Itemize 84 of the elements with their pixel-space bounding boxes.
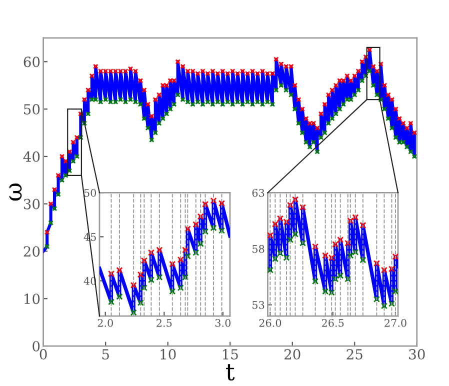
x-tick-label: 20 <box>284 349 300 360</box>
x-tick-label: 30 <box>409 349 425 360</box>
x-tick-label: 26.5 <box>322 318 344 327</box>
x-tick-label: 3.0 <box>215 318 231 327</box>
point <box>268 266 274 274</box>
point <box>182 274 189 281</box>
point <box>392 253 398 260</box>
point <box>272 256 279 262</box>
point <box>184 252 191 260</box>
point <box>108 298 115 306</box>
point <box>360 222 366 229</box>
x-tick-label: 26.0 <box>259 318 282 327</box>
x-tick-label: 10 <box>160 349 176 360</box>
x-axis-title: t <box>226 364 235 381</box>
point <box>148 249 155 256</box>
point <box>182 246 189 254</box>
point <box>202 228 209 235</box>
x-tick-label: 25 <box>346 349 362 360</box>
x-tick-label: 2.5 <box>156 318 172 327</box>
point <box>312 243 319 250</box>
y-tick-label: 63 <box>252 188 264 197</box>
y-tick-label: 53 <box>252 301 264 309</box>
point <box>169 288 176 295</box>
point <box>344 276 352 282</box>
x-tick-label: 15 <box>222 349 238 360</box>
point <box>283 254 290 262</box>
point <box>197 213 204 220</box>
point <box>156 274 163 281</box>
point <box>140 284 148 292</box>
point <box>177 284 184 292</box>
point <box>373 296 380 302</box>
point <box>116 293 123 300</box>
point <box>283 218 290 226</box>
y-tick-label: 30 <box>24 198 40 210</box>
point <box>137 271 144 278</box>
x-tick-label: 27.0 <box>384 318 406 327</box>
point <box>184 226 191 232</box>
point <box>360 256 366 264</box>
point <box>130 309 137 316</box>
y-tick-label: 40 <box>23 151 40 162</box>
point <box>218 200 226 207</box>
point <box>286 236 294 244</box>
point <box>299 204 306 211</box>
point <box>130 282 137 288</box>
y-tick-label: 10 <box>24 294 40 304</box>
point <box>332 240 339 248</box>
point <box>218 227 226 234</box>
point <box>116 266 123 274</box>
x-tick-label: 2.0 <box>98 318 113 327</box>
point <box>392 288 398 295</box>
point <box>272 220 279 228</box>
y-tick-label: 50 <box>24 104 40 115</box>
point <box>140 257 148 264</box>
point <box>210 197 217 204</box>
point <box>286 202 294 208</box>
point <box>337 236 344 244</box>
point <box>276 250 284 257</box>
point <box>148 276 155 284</box>
point <box>169 260 176 268</box>
x-tick-label: 5 <box>102 349 109 360</box>
point <box>344 240 352 246</box>
point <box>312 278 319 285</box>
point <box>373 260 380 267</box>
point <box>192 249 200 256</box>
y-tick-label: 0 <box>32 340 40 352</box>
y-axis-title: ω <box>9 184 22 201</box>
point <box>156 246 163 254</box>
point <box>292 230 299 238</box>
y-tick-label: 50 <box>84 188 96 197</box>
point <box>210 224 217 232</box>
point <box>268 232 274 239</box>
y-tick-label: 58 <box>252 244 264 253</box>
point <box>276 215 284 222</box>
point <box>202 200 209 208</box>
point <box>299 240 306 246</box>
point <box>137 300 144 306</box>
point <box>192 221 200 228</box>
y-tick-label: 60 <box>24 56 40 68</box>
point <box>197 240 204 248</box>
x-tick-label: 0 <box>40 349 47 360</box>
point <box>292 196 299 203</box>
point <box>177 256 184 263</box>
y-tick-label: 20 <box>24 246 40 257</box>
point <box>108 270 115 278</box>
